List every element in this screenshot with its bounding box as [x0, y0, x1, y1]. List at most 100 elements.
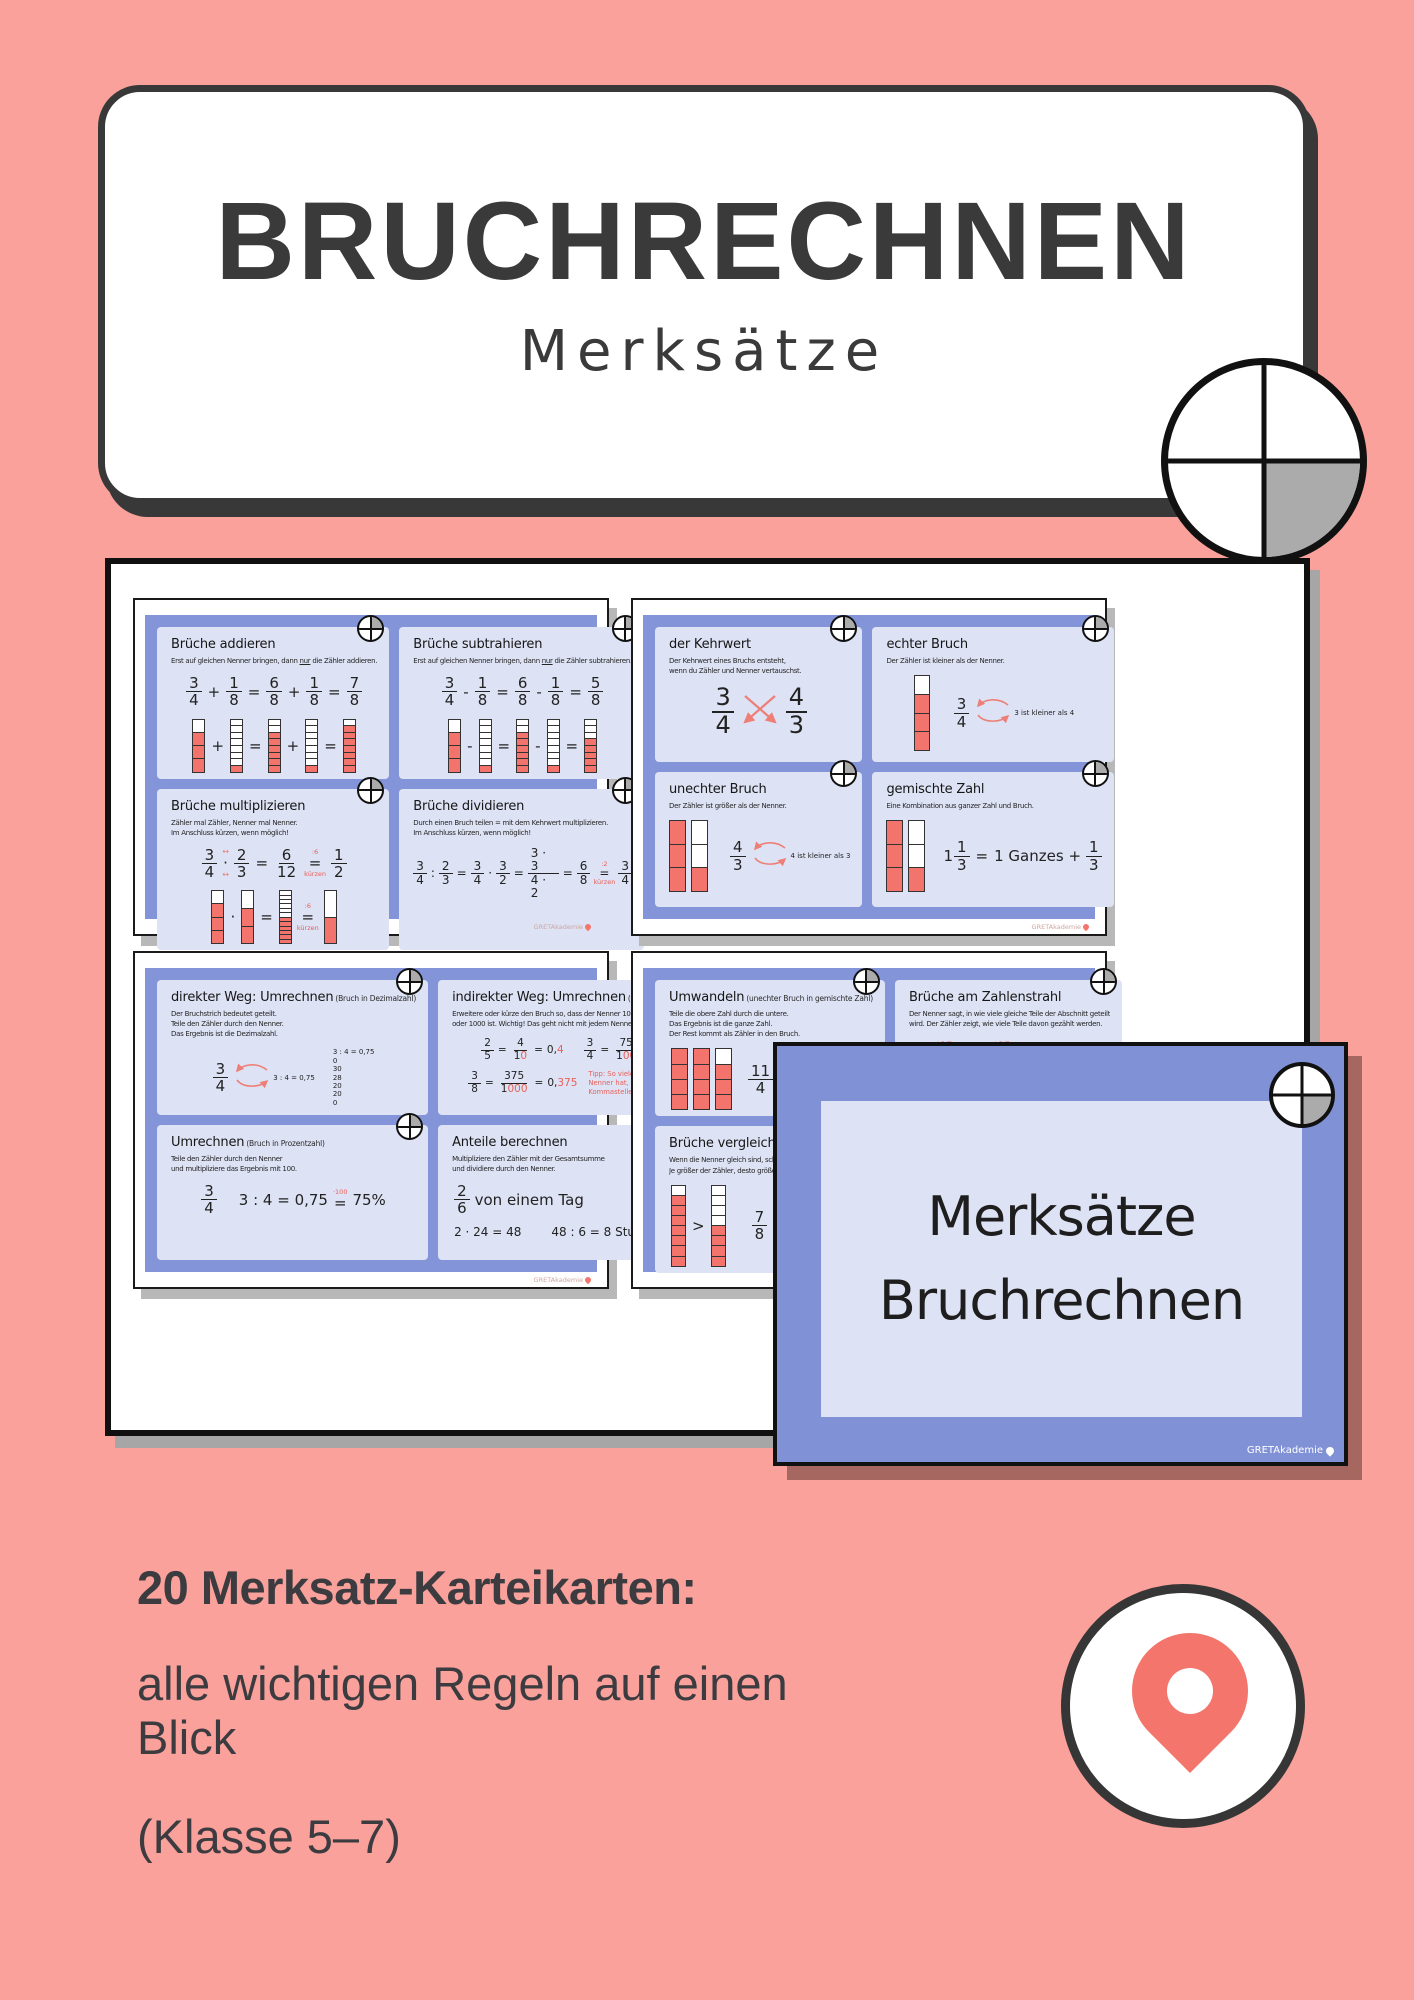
formula-row: 11411:4 p3 bl — [667, 1048, 875, 1111]
card-title: Brüche multiplizieren — [171, 798, 306, 814]
cover-inner-panel: Merksätze Bruchrechnen — [821, 1101, 1302, 1417]
formula-row: 3 4 +1 8 = 6 8 +1 8 = 7 8 — [171, 675, 377, 709]
operator: = — [249, 736, 262, 755]
formula-row: · =:6 = kürzen — [171, 890, 377, 945]
card-title: Umrechnen (Bruch in Prozentzahl) — [171, 1135, 325, 1150]
fraction-bar — [305, 718, 319, 773]
operator: · — [488, 866, 493, 881]
card-subtitle: Erst auf gleichen Nenner bringen, dann n… — [171, 656, 377, 666]
operator: : — [430, 866, 435, 881]
formula-row: 2 6 von einem Tag — [450, 1183, 711, 1217]
card-title: Brüche dividieren — [413, 798, 525, 814]
operator: + — [211, 736, 225, 755]
card-subtitle-line: wird. Der Zähler zeigt, wie viele Teile … — [908, 1020, 1103, 1029]
fraction-bar — [448, 718, 462, 773]
operator: · — [230, 908, 236, 927]
fraction-bar — [342, 718, 356, 773]
card-content: 3 4 +1 8 = 6 8 +1 8 = 7 8 + = + = — [171, 675, 377, 773]
card-title: Anteile berechnen — [452, 1135, 568, 1150]
card-subtitle: Der Kehrwert eines Bruchs entsteht, wenn … — [669, 656, 850, 676]
card-subtitle: Eine Kombination aus ganzer Zahl und Bru… — [886, 801, 1101, 811]
operator: = — [328, 682, 341, 701]
operator: - — [467, 736, 473, 755]
card-subtitle: Der Zähler ist kleiner als der Nenner. — [886, 656, 1101, 666]
card-title: Umwandeln (unechter Bruch in gemischte Za… — [669, 990, 873, 1005]
annotated-equals: :6 = kürzen — [304, 848, 327, 878]
card-subtitle: Durch einen Bruch teilen = mit dem Kehrw… — [413, 818, 632, 838]
curved-arrows-icon — [974, 697, 1012, 729]
flashcard-sheet-2: der Kehrwert Der Kehrwert eines Bruchs en… — [631, 598, 1114, 936]
footer-headline: 20 Merksatz-Karteikarten: — [137, 1561, 697, 1614]
card-title: direkter Weg: Umrechnen (Bruch in Dezimal… — [171, 990, 417, 1005]
gray-quadrant — [1095, 762, 1107, 774]
flashcard: Brüche subtrahieren Erst auf gleichen Nen… — [399, 615, 644, 779]
cross-arrows-icon — [739, 689, 781, 735]
gray-quadrant — [1103, 970, 1116, 982]
card-subtitle-line: Das Ergebnis ist die ganze Zahl. — [669, 1020, 773, 1029]
operator: = — [975, 847, 989, 866]
fraction-bar — [669, 820, 686, 893]
fraction-circle-icon — [1081, 760, 1109, 787]
card-subtitle-line: Das Ergebnis ist die Dezimalzahl. — [171, 1030, 278, 1039]
operator: = — [600, 1044, 610, 1057]
operator: = — [513, 866, 524, 881]
curved-arrows: 3 ist kleiner als 4 — [974, 697, 1074, 729]
fraction-bar — [671, 1048, 688, 1111]
gray-quadrant — [1095, 617, 1107, 629]
fraction-circle-icon — [852, 968, 880, 995]
card-subtitle: Erst auf gleichen Nenner bringen, dann n… — [413, 656, 632, 666]
card-subtitle-line: Multipliziere den Zähler mit der Gesamts… — [452, 1155, 605, 1163]
operator: = — [565, 736, 579, 755]
watermark-text: GRETAkademie — [1031, 923, 1081, 931]
formula-row: 3 4 ↔ · ↔ 2 3 = 6 12:6 = kürzen 1 2 — [171, 847, 377, 880]
operator: + — [286, 736, 300, 755]
sheet-card-grid: der Kehrwert Der Kehrwert eines Bruchs en… — [643, 615, 1114, 919]
card-subtitle: Teile den Zähler durch den Nenner und mul… — [171, 1154, 416, 1174]
gray-quadrant — [843, 617, 856, 629]
fraction-bar — [278, 890, 292, 945]
operator: > — [692, 1216, 705, 1235]
flashcard: Brüche addieren Erst auf gleichen Nenner … — [157, 615, 390, 779]
sheet-watermark: GRETAkademie — [533, 922, 593, 932]
operator: = — [496, 682, 509, 701]
fraction-bar — [478, 718, 492, 773]
operator: = — [497, 736, 511, 755]
card-subtitle-line: Teile den Zähler durch den Nenner. — [171, 1020, 284, 1029]
operator: = — [562, 866, 573, 881]
curved-arrows-icon — [751, 840, 789, 872]
card-title-note: (Bruch in Prozentzahl) — [246, 1139, 325, 1148]
card-subtitle: Multipliziere den Zähler mit der Gesamts… — [452, 1154, 709, 1174]
operator: = — [534, 1044, 543, 1057]
fraction-bar — [908, 820, 926, 893]
flashcard-sheet-1: Brüche addieren Erst auf gleichen Nenner … — [133, 598, 644, 951]
card-title-note: (Bruch in Dezimalzahl) — [335, 994, 417, 1003]
watermark-text: GRETAkademie — [533, 923, 583, 931]
formula-row: 3 4-1 8 = 6 8-1 8 = 5 8 — [413, 675, 632, 709]
operator: - — [536, 682, 542, 701]
fraction-circle-icon — [357, 776, 385, 804]
card-subtitle: Der Nenner sagt, in wie viele gleiche Te… — [909, 1009, 1110, 1029]
fraction-circle-icon — [1090, 968, 1118, 995]
flashcard: echter Bruch Der Zähler ist kleiner als d… — [872, 615, 1114, 762]
fraction-bar — [584, 718, 598, 773]
operator: = — [456, 866, 467, 881]
pin-icon — [583, 922, 593, 932]
curved-arrows: 3 : 4 = 0,75 — [233, 1062, 315, 1094]
gray-quadrant — [866, 970, 878, 982]
cover-card: Merksätze Bruchrechnen GRETAkademie — [773, 1042, 1348, 1466]
sheet-card-grid: Brüche addieren Erst auf gleichen Nenner … — [145, 615, 644, 951]
pin-icon — [1324, 1444, 1336, 1457]
operator: = — [497, 1044, 507, 1057]
